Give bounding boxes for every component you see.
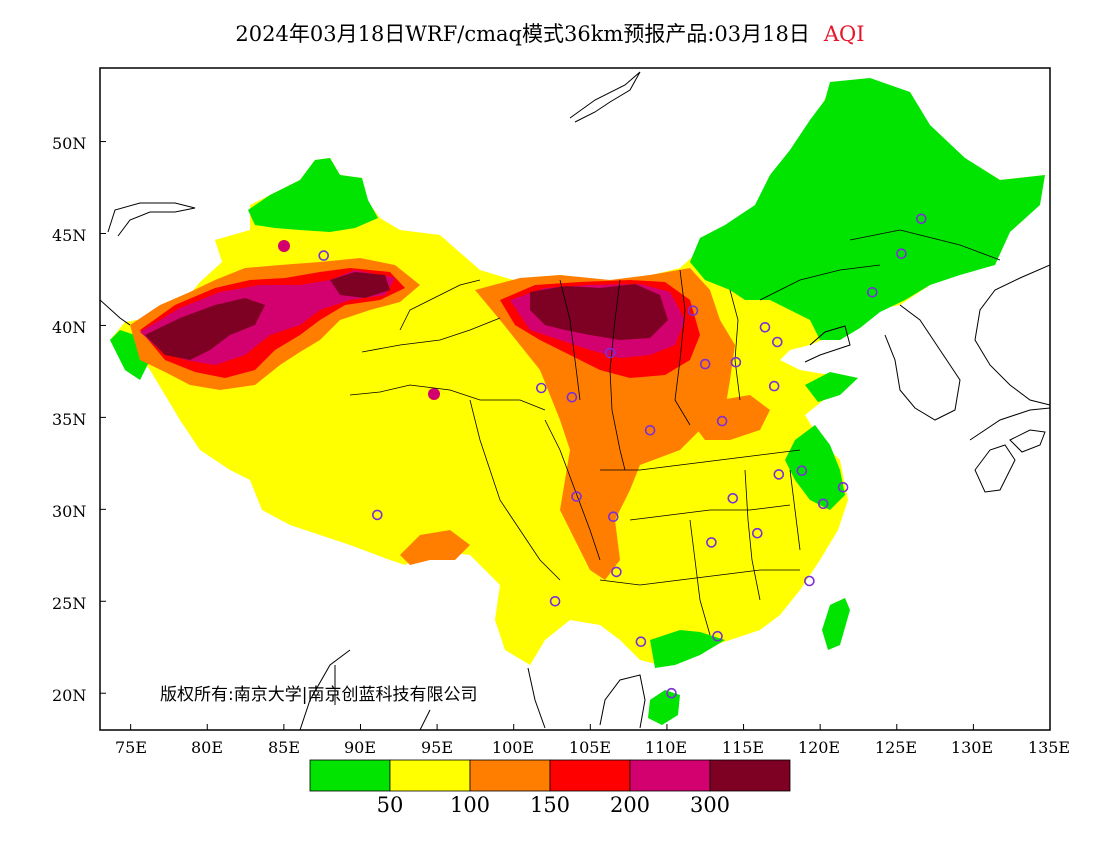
station-marker [571, 491, 582, 502]
province-borders [349, 229, 1001, 636]
title-variable: AQI [823, 22, 865, 46]
legend-threshold-50: 50 [376, 793, 404, 817]
station-marker [716, 415, 728, 427]
region-green-northwest [248, 158, 378, 232]
lon-label-110e: 110E [644, 738, 688, 757]
spot-magenta-hami [278, 240, 290, 252]
station-marker [535, 382, 547, 394]
legend-threshold-300: 300 [689, 793, 731, 817]
station-marker [371, 509, 383, 521]
lon-label-135e: 135E [1027, 738, 1071, 757]
region-maroon-xinjiang [145, 298, 265, 360]
station-marker [699, 358, 711, 370]
station-marker [549, 595, 561, 607]
lat-label-35n: 35N [52, 410, 87, 429]
station-marker [796, 465, 808, 477]
lon-label-80e: 80E [190, 738, 224, 757]
lat-label-40n: 40N [52, 318, 87, 337]
lon-label-75e: 75E [114, 738, 148, 757]
station-marker [759, 321, 771, 333]
station-marker [773, 469, 785, 480]
monitoring-stations [318, 213, 927, 699]
station-marker [687, 305, 699, 317]
legend-swatch [309, 759, 391, 792]
lon-label-85e: 85E [267, 738, 301, 757]
lon-label-130e: 130E [950, 738, 994, 757]
legend-swatch [709, 759, 791, 792]
aqi-field [100, 71, 1050, 730]
region-green-jiangsu [785, 425, 845, 510]
station-marker [866, 286, 878, 298]
region-maroon-xinjiang-east [330, 272, 390, 298]
lon-label-115e: 115E [721, 738, 765, 757]
axis-ticks [100, 141, 1051, 730]
region-green-northeast [690, 78, 1045, 340]
lon-label-120e: 120E [797, 738, 841, 757]
region-orange-east-plain [690, 395, 770, 440]
lat-label-30n: 30N [52, 502, 87, 521]
station-marker [566, 391, 578, 403]
station-marker [804, 575, 815, 587]
station-marker [817, 498, 829, 510]
legend-swatch [469, 759, 551, 792]
lat-label-45n: 45N [52, 226, 87, 245]
region-orange-tibet-south [400, 530, 470, 565]
aqi-color-bar [309, 759, 791, 792]
region-green-west [110, 330, 150, 380]
legend-swatch [629, 759, 711, 792]
region-green-taiwan [822, 598, 850, 650]
coastlines [100, 71, 1050, 730]
legend-threshold-200: 200 [609, 793, 651, 817]
lat-label-50n: 50N [52, 134, 87, 153]
legend-threshold-100: 100 [449, 793, 491, 817]
lon-label-105e: 105E [568, 738, 612, 757]
station-marker [604, 347, 616, 359]
station-marker [730, 356, 742, 368]
region-green-hainan [648, 690, 680, 725]
station-marker [837, 481, 849, 493]
copyright-text: 版权所有:南京大学|南京创蓝科技有限公司 [160, 685, 478, 705]
station-marker [768, 380, 780, 392]
lon-label-90e: 90E [343, 738, 377, 757]
legend-swatch [549, 759, 631, 792]
station-marker [751, 527, 763, 539]
lon-label-125e: 125E [874, 738, 918, 757]
region-green-shandong [805, 372, 858, 402]
station-marker [635, 636, 647, 648]
map-title: 2024年03月18日WRF/cmaq模式36km预报产品:03月18日 AQI [0, 18, 1100, 48]
station-marker [727, 492, 739, 504]
station-marker [611, 566, 622, 578]
spot-magenta-qinghai [428, 388, 440, 400]
region-green-guangdong [650, 630, 725, 668]
station-marker [644, 424, 656, 436]
legend-swatch [389, 759, 471, 792]
lat-label-25n: 25N [52, 594, 87, 613]
station-marker [712, 630, 723, 642]
station-marker [706, 537, 717, 548]
station-marker [915, 213, 927, 225]
station-marker [666, 687, 677, 699]
legend-threshold-150: 150 [529, 793, 571, 817]
lon-label-95e: 95E [420, 738, 454, 757]
station-marker [318, 250, 330, 261]
lat-label-20n: 20N [52, 686, 87, 705]
map-frame [99, 67, 1051, 731]
station-marker [896, 248, 907, 259]
station-marker [771, 336, 783, 348]
lon-label-100e: 100E [491, 738, 535, 757]
title-text: 2024年03月18日WRF/cmaq模式36km预报产品:03月18日 [235, 22, 810, 46]
station-marker [607, 511, 619, 523]
